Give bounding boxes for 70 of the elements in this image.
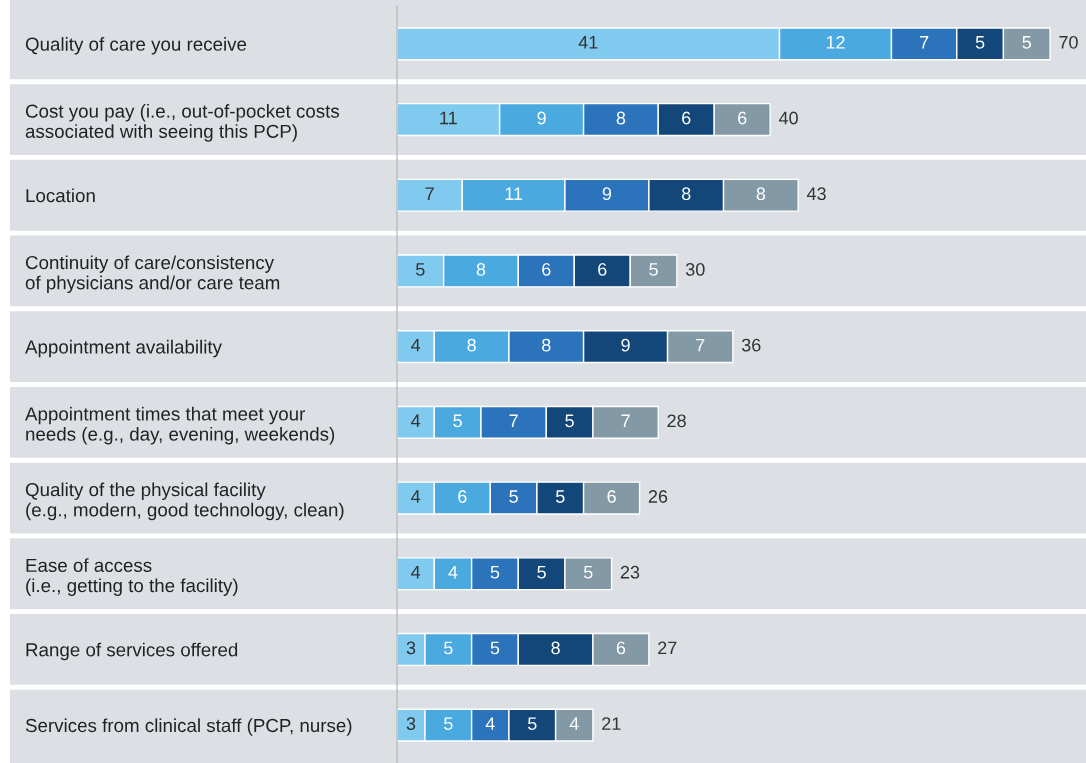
data-label: 5 <box>975 36 985 49</box>
data-label: 6 <box>738 111 747 125</box>
data-label: 6 <box>607 490 616 503</box>
data-label: 5 <box>565 414 574 428</box>
data-label: 7 <box>920 36 929 49</box>
data-label: 9 <box>621 338 630 352</box>
total-label: 36 <box>741 338 761 352</box>
y-tick-label: Quality of care you receive <box>25 37 247 55</box>
data-label: 5 <box>416 263 425 276</box>
data-label: 5 <box>1022 36 1032 49</box>
data-label: 6 <box>598 263 607 276</box>
total-label: 28 <box>667 414 686 428</box>
data-label: 6 <box>542 263 551 276</box>
data-label: 5 <box>583 566 593 579</box>
data-label: 3 <box>406 717 416 730</box>
data-label: 8 <box>616 111 626 125</box>
y-tick-label: Cost you pay (i.e., out-of-pocket costs associated with seeing this PCP) <box>25 104 340 142</box>
data-label: 12 <box>826 35 845 49</box>
data-label: 9 <box>537 111 546 125</box>
data-label: 5 <box>537 566 546 579</box>
data-label: 8 <box>756 187 766 201</box>
data-label: 7 <box>621 414 630 428</box>
total-label: 27 <box>658 641 677 655</box>
data-label: 5 <box>490 641 500 655</box>
data-label: 5 <box>555 490 565 503</box>
data-label: 7 <box>696 338 705 352</box>
data-label: 5 <box>509 490 518 503</box>
y-tick-label: Services from clinical staff (PCP, nurse) <box>25 718 352 736</box>
data-label: 11 <box>440 111 457 125</box>
data-label: 4 <box>569 717 579 730</box>
total-label: 23 <box>620 565 640 579</box>
data-label: 41 <box>578 36 598 49</box>
data-label: 4 <box>448 566 458 579</box>
total-label: 70 <box>1059 35 1078 49</box>
y-tick-label: Range of services offered <box>26 642 238 661</box>
y-tick-label: Appointment times that meet your needs (e.g., day, evening, weekends) <box>25 406 335 445</box>
data-label: 6 <box>616 641 626 655</box>
data-label: 5 <box>649 263 658 276</box>
data-label: 4 <box>411 490 421 503</box>
total-label: 30 <box>685 263 705 276</box>
data-label: 4 <box>411 566 421 579</box>
data-label: 5 <box>490 566 500 579</box>
y-tick-label: Quality of the physical facility (e.g., modern, good technology, clean) <box>25 482 344 521</box>
data-label: 8 <box>681 187 691 201</box>
data-label: 5 <box>453 414 462 428</box>
data-label: 4 <box>411 338 421 352</box>
data-label: 8 <box>551 641 560 655</box>
total-label: 21 <box>602 717 621 730</box>
y-tick-label: Appointment availability <box>25 339 222 358</box>
data-label: 7 <box>425 187 434 200</box>
data-label: 8 <box>467 338 476 352</box>
y-tick-label: Location <box>26 188 95 203</box>
data-label: 3 <box>406 641 416 655</box>
data-label: 9 <box>602 187 612 201</box>
data-label: 6 <box>682 111 691 125</box>
data-label: 7 <box>509 414 518 428</box>
data-label: 5 <box>527 717 537 730</box>
y-tick-label: Continuity of care/consistency of physicians and/or care team <box>25 255 280 294</box>
data-label: 4 <box>411 414 421 428</box>
total-label: 43 <box>806 187 826 201</box>
total-label: 40 <box>778 111 798 125</box>
y-tick-label: Ease of access (i.e., getting to the facility) <box>26 558 238 596</box>
data-label: 5 <box>444 641 453 655</box>
data-label: 4 <box>485 717 495 730</box>
total-label: 26 <box>648 490 668 503</box>
data-label: 6 <box>458 490 467 503</box>
data-label: 5 <box>444 717 453 730</box>
data-label: 11 <box>505 187 523 200</box>
data-label: 8 <box>542 338 551 352</box>
data-label: 8 <box>476 263 486 276</box>
